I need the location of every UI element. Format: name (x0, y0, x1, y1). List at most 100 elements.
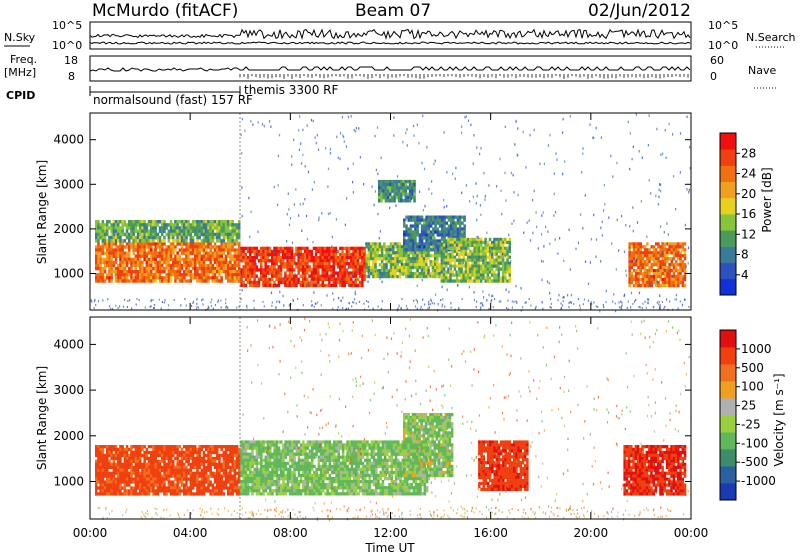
heatmap-cell-r0 (150, 276, 153, 280)
heatmap-cell-r0 (158, 477, 162, 481)
heatmap-cell-r1 (143, 229, 146, 233)
heatmap-cell-r2 (266, 268, 270, 272)
heatmap-cell-r2 (356, 271, 360, 275)
heatmap-cell-r1 (112, 220, 116, 224)
heatmap-cell-r6 (440, 255, 444, 259)
speckle (493, 240, 495, 244)
heatmap-cell-r2 (284, 265, 287, 269)
heatmap-cell-r6 (495, 276, 498, 280)
heatmap-cell-r1 (167, 229, 171, 233)
heatmap-cell-r0 (194, 260, 197, 265)
heatmap-cell-r3 (378, 242, 382, 246)
heatmap-cell-r1 (147, 235, 151, 240)
heatmap-cell-r1 (196, 239, 199, 243)
speckle (479, 152, 481, 156)
heatmap-cell-r0 (150, 445, 153, 449)
heatmap-cell-r3 (422, 272, 426, 276)
heatmap-cell-r0 (233, 260, 237, 265)
speckle (402, 245, 404, 248)
heatmap-cell-r7 (683, 251, 687, 255)
heatmap-cell-r5 (380, 195, 383, 200)
heatmap-cell-r0 (229, 254, 232, 258)
heatmap-cell-r2 (262, 252, 265, 257)
heatmap-cell-r0 (114, 248, 118, 252)
heatmap-cell-r6 (488, 270, 492, 274)
heatmap-cell-r0 (172, 489, 175, 493)
heatmap-cell-r1 (99, 223, 102, 227)
heatmap-cell-r3 (420, 263, 424, 267)
heatmap-cell-r2 (332, 265, 335, 269)
heatmap-cell-r0 (213, 266, 217, 271)
heatmap-cell-r0 (152, 483, 155, 487)
heatmap-cell-r6 (451, 252, 454, 256)
heatmap-cell-r5 (382, 189, 385, 193)
heatmap-cell-r0 (185, 453, 188, 458)
heatmap-cell-r0 (167, 260, 171, 265)
heatmap-cell-r2 (246, 259, 250, 263)
heatmap-cell-r7 (661, 245, 665, 249)
heatmap-cell-r6 (473, 264, 476, 268)
heatmap-cell-r2 (345, 274, 349, 278)
heatmap-cell-r4 (423, 236, 426, 240)
heatmap-cell-r2 (350, 262, 353, 266)
speckle (567, 294, 569, 297)
heatmap-cell-r1 (99, 232, 102, 237)
heatmap-cell-r6 (449, 246, 452, 250)
heatmap-cell-r3 (396, 269, 399, 273)
heatmap-cell-r2 (297, 271, 300, 275)
heatmap-cell-r6 (495, 267, 498, 271)
heatmap-cell-r0 (158, 474, 162, 478)
heatmap-cell-r0 (106, 276, 109, 280)
heatmap-cell-r4 (409, 248, 413, 252)
heatmap-cell-r3 (425, 269, 428, 273)
heatmap-cell-r5 (382, 183, 385, 187)
speckle (533, 128, 535, 132)
heatmap-cell-r0 (101, 474, 105, 478)
heatmap-cell-r0 (191, 459, 195, 463)
heatmap-cell-r0 (119, 242, 122, 246)
heatmap-cell-r4 (420, 245, 424, 249)
heatmap-cell-r1 (178, 229, 182, 233)
heatmap-cell-r0 (154, 468, 157, 472)
heatmap-cell-r6 (504, 264, 507, 268)
heatmap-cell-r7 (670, 269, 673, 273)
heatmap-cell-r3 (414, 260, 417, 264)
ground-scatter (507, 299, 509, 302)
speckle (564, 160, 566, 163)
ground-scatter (115, 304, 117, 307)
heatmap-cell-r4 (407, 245, 410, 249)
heatmap-cell-r1 (121, 232, 124, 237)
heatmap-cell-r6 (495, 258, 498, 262)
heatmap-cell-r0 (95, 459, 98, 463)
heatmap-cell-r0 (106, 465, 109, 469)
heatmap-cell-r7 (661, 280, 665, 285)
heatmap-cell-r3 (389, 263, 393, 267)
heatmap-cell-r1 (101, 239, 105, 243)
colorbar-swatch (720, 197, 736, 215)
heatmap-cell-r2 (317, 277, 320, 281)
heatmap-cell-r5 (393, 199, 396, 203)
heatmap-cell-r1 (161, 229, 164, 233)
heatmap-cell-r6 (462, 240, 465, 245)
heatmap-cell-r2 (262, 246, 265, 251)
heatmap-cell-r1 (198, 220, 201, 224)
heatmap-cell-r7 (628, 251, 631, 255)
heatmap-cell-r1 (128, 239, 131, 243)
heatmap-cell-r2 (306, 265, 309, 269)
heatmap-cell-r4 (403, 230, 406, 234)
heatmap-cell-r2 (361, 262, 364, 266)
heatmap-cell-r1 (183, 229, 186, 233)
heatmap-cell-r0 (114, 257, 118, 262)
heatmap-cell-r0 (128, 266, 131, 271)
ground-scatter (365, 300, 368, 302)
heatmap-cell-r5 (406, 179, 410, 184)
heatmap-cell-r2 (257, 283, 261, 288)
heatmap-cell-r2 (354, 271, 357, 275)
heatmap-cell-r0 (97, 263, 100, 268)
heatmap-cell-r0 (229, 251, 232, 255)
heatmap-cell-r0 (130, 471, 133, 475)
heatmap-cell-r6 (497, 258, 501, 262)
heatmap-cell-r0 (145, 270, 149, 274)
ground-scatter (597, 306, 599, 308)
